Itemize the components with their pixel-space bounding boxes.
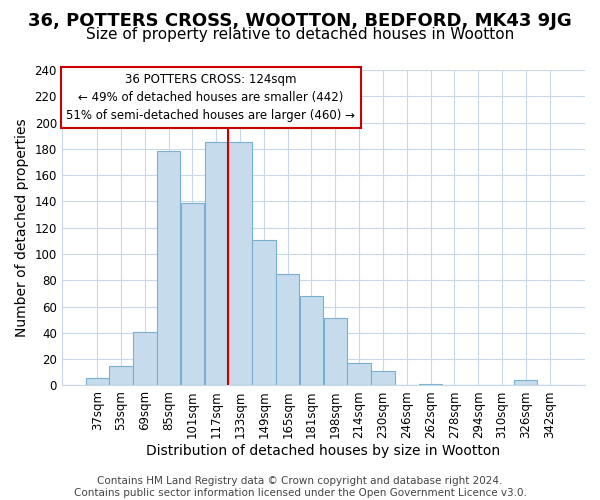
Y-axis label: Number of detached properties: Number of detached properties (15, 118, 29, 337)
Text: Contains HM Land Registry data © Crown copyright and database right 2024.
Contai: Contains HM Land Registry data © Crown c… (74, 476, 526, 498)
X-axis label: Distribution of detached houses by size in Wootton: Distribution of detached houses by size … (146, 444, 500, 458)
Text: 36, POTTERS CROSS, WOOTTON, BEDFORD, MK43 9JG: 36, POTTERS CROSS, WOOTTON, BEDFORD, MK4… (28, 12, 572, 30)
Text: 36 POTTERS CROSS: 124sqm
← 49% of detached houses are smaller (442)
51% of semi-: 36 POTTERS CROSS: 124sqm ← 49% of detach… (67, 73, 355, 122)
Bar (157, 152, 181, 386)
Bar (300, 296, 323, 386)
Bar (514, 380, 538, 386)
Bar (252, 240, 275, 386)
Bar (347, 363, 371, 386)
Bar (276, 274, 299, 386)
Bar (109, 366, 133, 386)
Bar (86, 378, 109, 386)
Bar (323, 318, 347, 386)
Bar (205, 142, 228, 386)
Text: Size of property relative to detached houses in Wootton: Size of property relative to detached ho… (86, 28, 514, 42)
Bar (133, 332, 157, 386)
Bar (419, 384, 442, 386)
Bar (181, 203, 204, 386)
Bar (229, 142, 252, 386)
Bar (371, 371, 395, 386)
